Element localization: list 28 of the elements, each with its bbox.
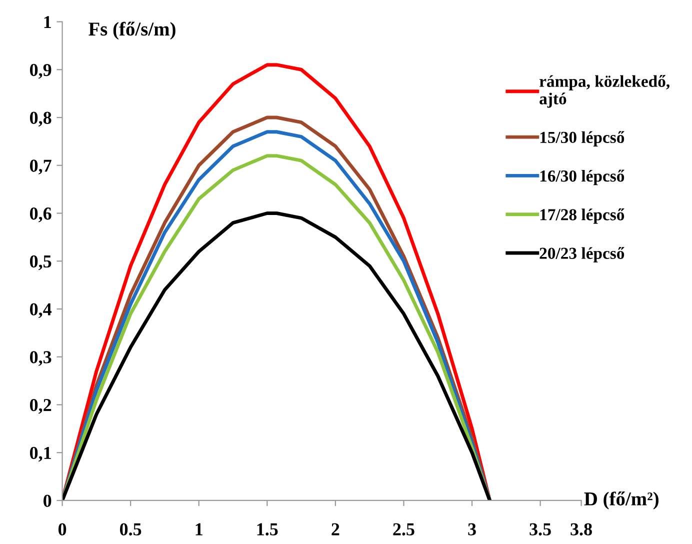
y-tick-label: 0,3 [30,351,52,366]
legend-label: 17/28 lépcső [540,208,624,224]
x-tick-label: 3.8 [570,523,592,536]
y-axis-title: Fs (fő/s/m) [88,22,176,40]
y-tick-label: 0,2 [30,398,52,414]
x-tick-label: 1 [196,523,202,536]
y-tick-label: 0,4 [30,303,52,318]
y-tick-label: 0,8 [30,112,52,127]
x-tick-label: 3.5 [530,523,551,536]
x-axis-title: D (fő/m²) [584,492,658,510]
x-tick-label: 2.5 [393,523,414,536]
y-tick-label: 1 [44,16,51,28]
y-tick-label: 0,6 [30,208,52,222]
legend-label: rámpa, közlekedő, ajtó [540,75,670,108]
legend-label: 20/23 lépcső [540,247,624,262]
x-tick-label: 0 [58,523,66,536]
y-tick-label: 0 [44,494,52,507]
legend-label: 16/30 lépcső [540,170,624,186]
y-tick-label: 0,5 [30,255,52,270]
x-tick-label: 3 [468,523,476,536]
x-tick-label: 0.5 [120,523,142,536]
legend-label: 15/30 lépcső [540,131,624,146]
x-tick-label: 1.5 [257,523,278,536]
y-tick-label: 0,1 [30,446,51,462]
y-tick-label: 0,7 [30,160,52,174]
y-tick-label: 0,9 [30,64,52,79]
line-series [62,212,492,500]
x-tick-label: 2 [332,523,340,536]
